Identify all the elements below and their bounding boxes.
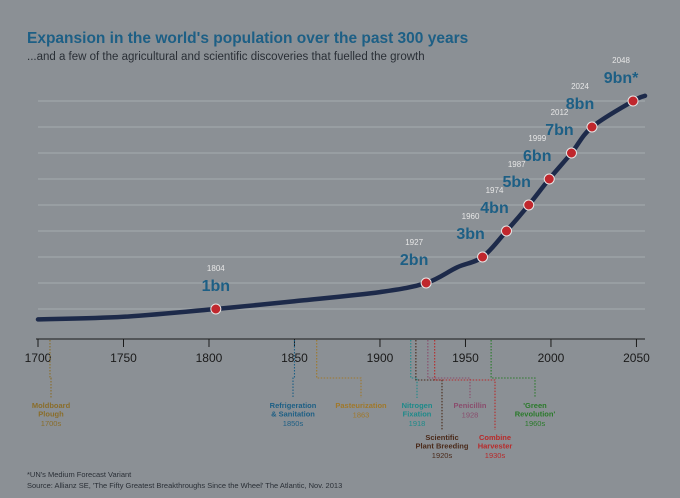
milestone-label: 1bn <box>202 278 230 295</box>
discovery-leader <box>434 340 496 430</box>
discovery-name: Moldboard Plough <box>32 401 71 419</box>
milestones: 1804 1bn 1927 2bn 1960 3bn 1974 4bn 1987 5bn 1999 6… <box>202 56 639 315</box>
footnote: *UN's Medium Forecast Variant <box>27 470 132 479</box>
milestone-marker <box>210 303 222 315</box>
discovery-date: 1928 <box>462 411 479 420</box>
milestone-marker <box>586 121 598 133</box>
gridlines <box>38 100 645 310</box>
discovery-leader <box>410 340 418 398</box>
discovery-name: Scientific Plant Breeding <box>416 433 469 451</box>
x-tick-label: 1800 <box>196 351 223 365</box>
x-tick-label: 1900 <box>367 351 394 365</box>
milestone-marker <box>543 173 555 185</box>
milestone-year: 1999 <box>528 134 546 143</box>
milestone-year: 1987 <box>508 160 526 169</box>
milestone-label: 8bn <box>566 96 594 113</box>
discovery-date: 1930s <box>485 451 506 460</box>
discovery-leader <box>316 340 362 398</box>
milestone-label: 9bn* <box>604 70 639 87</box>
discovery-name: Pasteurization <box>335 401 387 410</box>
milestone-year: 2048 <box>612 56 630 65</box>
discovery-leader <box>427 340 471 398</box>
milestone-year: 1804 <box>207 264 225 273</box>
milestone-marker <box>627 95 639 107</box>
milestone-label: 3bn <box>456 226 484 243</box>
x-tick-label: 2050 <box>623 351 650 365</box>
milestone-marker <box>477 251 489 263</box>
chart-subtitle: ...and a few of the agricultural and sci… <box>27 51 425 63</box>
discovery-leader <box>292 340 296 398</box>
milestone-marker <box>523 199 535 211</box>
discovery-date: 1918 <box>409 419 426 428</box>
x-tick-label: 1750 <box>110 351 137 365</box>
discovery-date: 1960s <box>525 419 546 428</box>
x-tick-label: 1700 <box>25 351 52 365</box>
milestone-label: 2bn <box>400 252 428 269</box>
milestone-marker <box>565 147 577 159</box>
discovery-name: Nitrogen Fixation <box>402 401 433 419</box>
discovery-date: 1850s <box>283 419 304 428</box>
discovery-date: 1863 <box>353 411 370 420</box>
x-axis: 1700 1750 1800 1850 1900 1950 2000 2050 <box>25 338 650 365</box>
discovery-name: Refrigeration & Sanitation <box>270 401 317 419</box>
source: Source: Allianz SE, 'The Fifty Greatest … <box>27 481 342 490</box>
milestone-marker <box>501 225 513 237</box>
discovery-date: 1700s <box>41 419 62 428</box>
milestone-year: 1927 <box>405 238 423 247</box>
discovery-name: 'Green Revolution' <box>515 401 556 419</box>
discovery-name: Combine Harvester <box>478 433 513 451</box>
discovery-leader <box>490 340 536 398</box>
milestone-label: 6bn <box>523 148 551 165</box>
milestone-year: 1974 <box>486 186 504 195</box>
milestone-label: 7bn <box>545 122 573 139</box>
chart-title: Expansion in the world's population over… <box>27 30 468 47</box>
milestone-label: 5bn <box>503 174 531 191</box>
discovery-leader <box>415 340 443 430</box>
milestone-label: 4bn <box>480 200 508 217</box>
discovery-date: 1920s <box>432 451 453 460</box>
x-tick-label: 1950 <box>452 351 479 365</box>
milestone-year: 2024 <box>571 82 589 91</box>
discovery-name: Penicillin <box>454 401 487 410</box>
discovery-leader <box>49 340 52 398</box>
x-tick-label: 2000 <box>538 351 565 365</box>
milestone-year: 1960 <box>462 212 480 221</box>
milestone-marker <box>420 277 432 289</box>
milestone-year: 2012 <box>551 108 569 117</box>
